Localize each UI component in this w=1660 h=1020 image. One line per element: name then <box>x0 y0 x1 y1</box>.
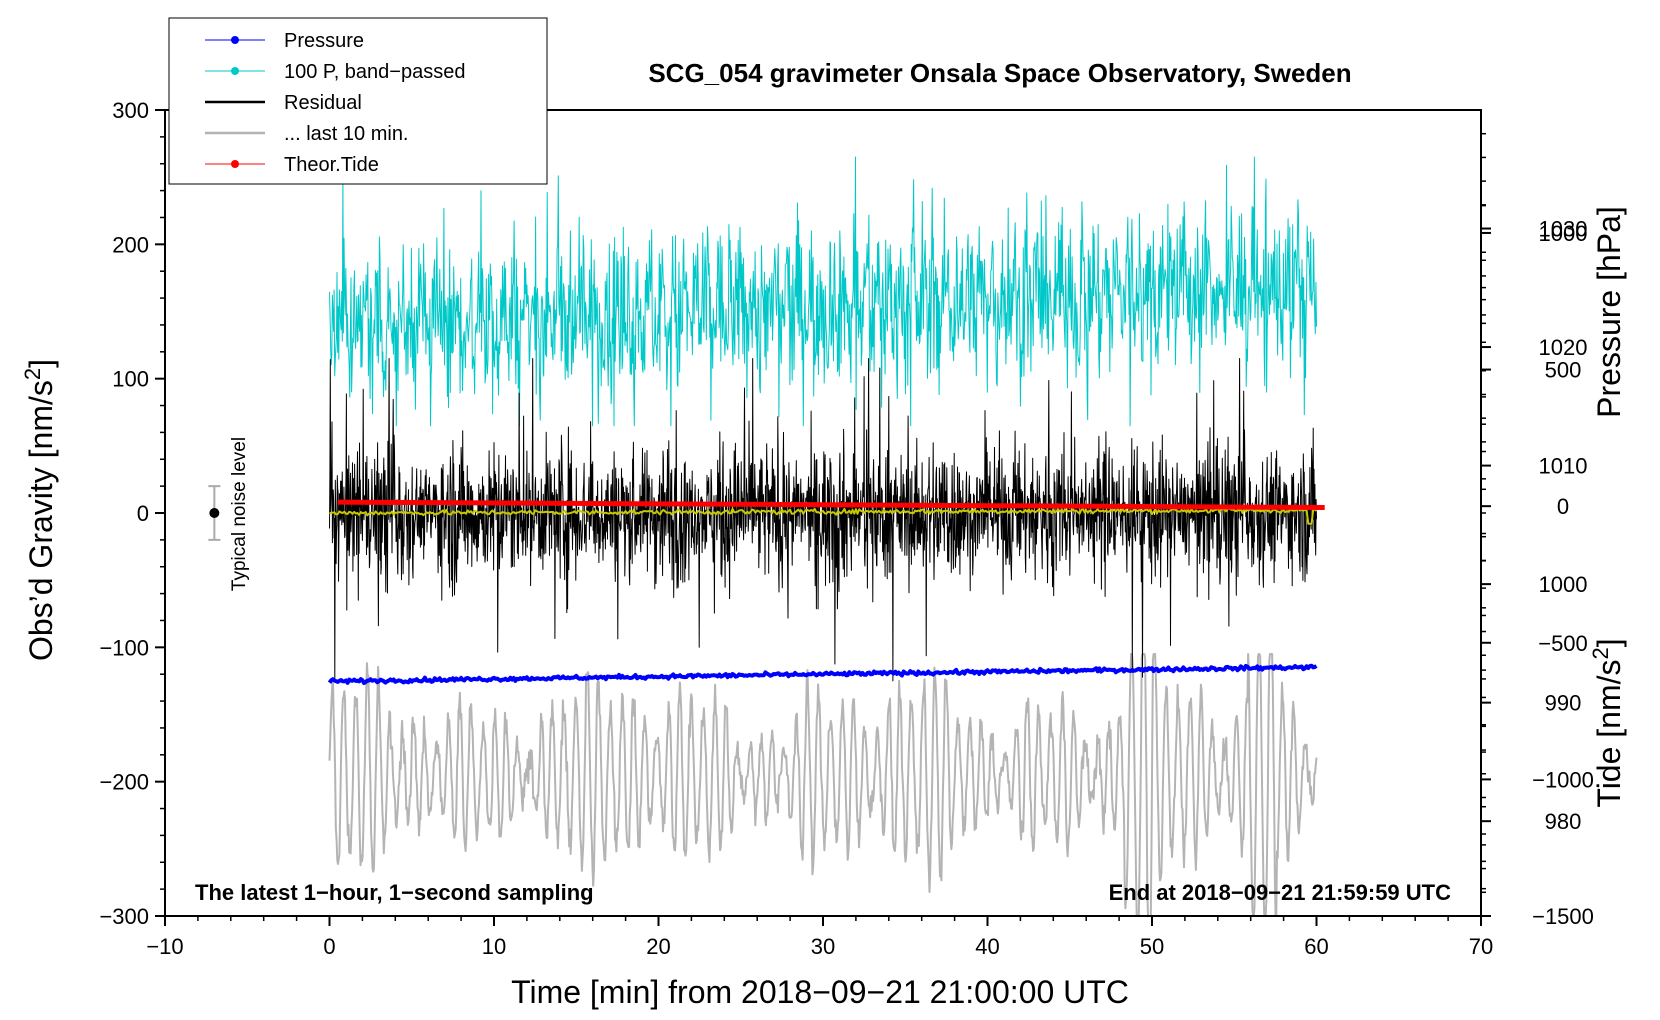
x-axis-title: Time [min] from 2018−09−21 21:00:00 UTC <box>511 974 1129 1010</box>
legend-marker <box>231 160 239 168</box>
tide-tick-label: −500 <box>1538 631 1588 656</box>
pressure-tick-label: 980 <box>1545 809 1582 834</box>
legend-label: Theor.Tide <box>284 154 379 176</box>
tide-axis-title-sup: 2 <box>1588 647 1613 659</box>
pressure-tick-label: 1030 <box>1539 217 1588 242</box>
series-pressure <box>327 663 1318 685</box>
y-tick-label: −100 <box>99 635 149 660</box>
legend-label: Residual <box>284 92 362 114</box>
noise-center-dot <box>209 508 220 518</box>
legend-label: ... last 10 min. <box>284 123 409 145</box>
axes-layer: −10 0 10 20 30 40 50 60 70−300−200−1000100200300… <box>99 98 1593 959</box>
y-tick-label: −200 <box>99 770 149 795</box>
y-axis-title: Obs’d Gravity [nm/s2] <box>20 359 59 661</box>
chart-title: SCG_054 gravimeter Onsala Space Observat… <box>648 58 1351 88</box>
series-theor-tide <box>337 499 1325 510</box>
tide-tick-label: 0 <box>1557 494 1569 519</box>
pressure-axis-title: Pressure [hPa] <box>1591 206 1627 418</box>
series-last-10-min <box>328 653 1318 916</box>
y-tick-label: 300 <box>112 98 149 123</box>
series-smoothed-residual <box>329 506 1318 525</box>
x-tick-label: 40 <box>975 934 999 959</box>
x-tick-label: 0 <box>323 934 335 959</box>
y-tick-label: −300 <box>99 904 149 929</box>
tide-tick-label: 500 <box>1545 358 1582 383</box>
tide-tick-label: −1500 <box>1532 904 1594 929</box>
annotation-right: End at 2018−09−21 21:59:59 UTC <box>1109 880 1452 905</box>
x-tick-label: 70 <box>1469 934 1493 959</box>
x-tick-label: 60 <box>1304 934 1328 959</box>
tide-tick-label: 1000 <box>1539 221 1588 246</box>
tide-axis-title-base: Tide [nm/s <box>1591 659 1627 807</box>
tide-axis-title: Tide [nm/s2] <box>1588 638 1627 807</box>
y-axis-title-base: Obs’d Gravity [nm/s <box>23 380 59 661</box>
tide-axis-title-end: ] <box>1591 638 1627 647</box>
x-tick-label: 20 <box>646 934 670 959</box>
x-tick-label: 30 <box>811 934 835 959</box>
legend: Pressure 100 P, band−passed Residual ... la… <box>168 17 548 185</box>
tide-tick-label: −1000 <box>1532 767 1594 792</box>
x-tick-label: 50 <box>1140 934 1164 959</box>
legend-marker <box>231 67 239 75</box>
x-tick-label: 10 <box>482 934 506 959</box>
pressure-tick-label: 990 <box>1545 691 1582 716</box>
legend-label: 100 P, band−passed <box>284 61 465 83</box>
y-tick-label: 200 <box>112 232 149 257</box>
legend-label: Pressure <box>284 30 364 52</box>
y-axis-title-end: ] <box>23 359 59 368</box>
y-tick-label: 100 <box>112 367 149 392</box>
y-axis-title-sup: 2 <box>20 368 45 380</box>
pressure-tick-label: 1000 <box>1539 572 1588 597</box>
series-layer <box>327 156 1325 916</box>
pressure-tick-label: 1010 <box>1539 454 1588 479</box>
y-tick-label: 0 <box>137 501 149 526</box>
noise-level-indicator <box>208 485 221 541</box>
pressure-tick-label: 1020 <box>1539 335 1588 360</box>
series-band-passed-pressure <box>329 156 1317 427</box>
legend-marker <box>231 36 239 44</box>
x-tick-label: −10 <box>146 934 183 959</box>
annotation-left: The latest 1−hour, 1−second sampling <box>195 880 594 905</box>
noise-level-label: Typical noise level <box>229 437 250 591</box>
series-residual <box>329 358 1317 682</box>
